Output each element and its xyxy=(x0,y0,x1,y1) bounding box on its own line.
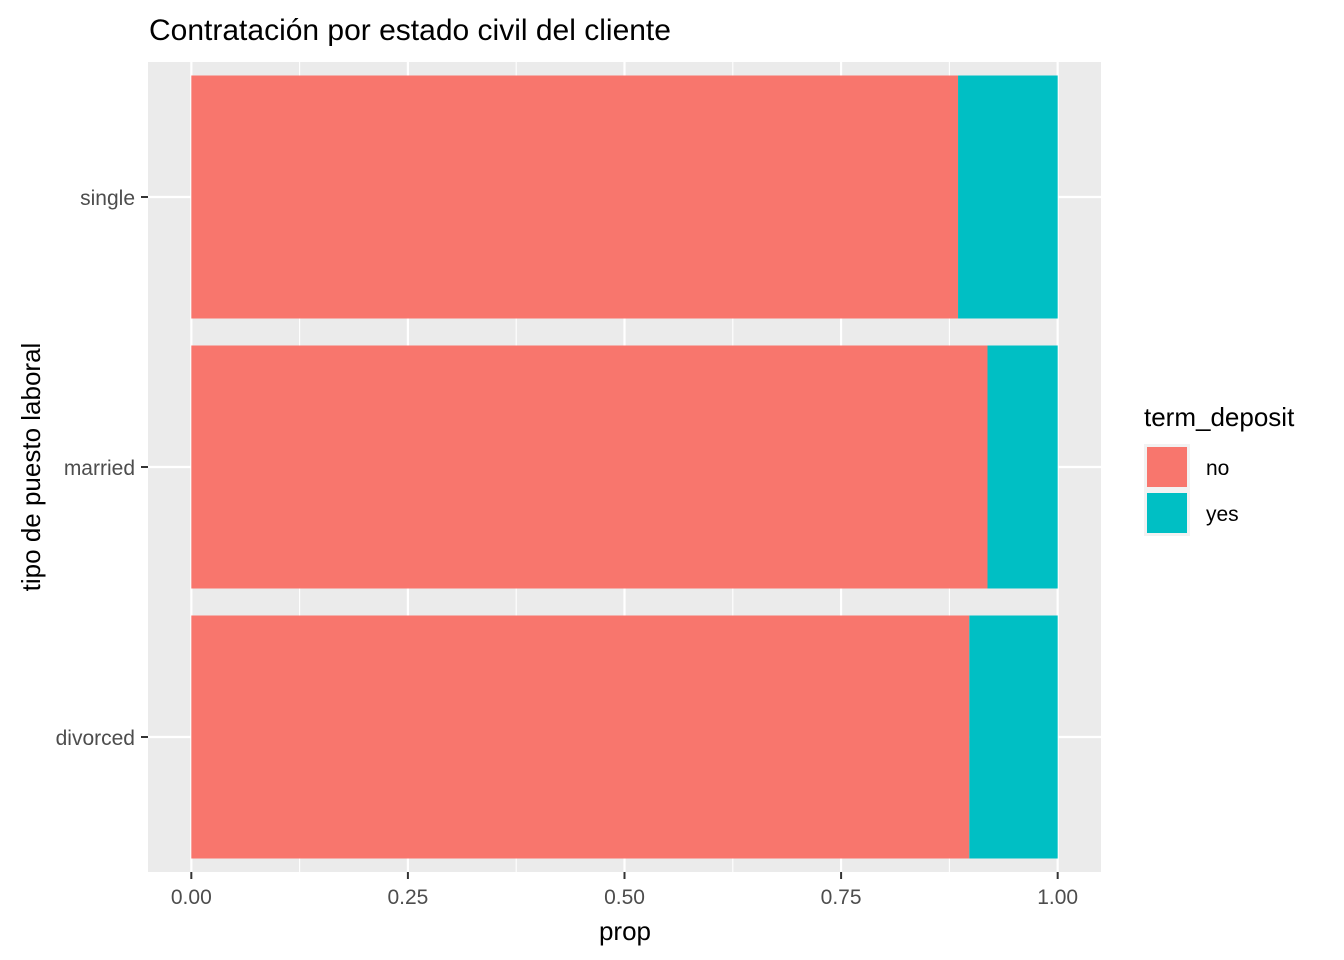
axes: 0.00 0.25 0.50 0.75 1.00 divorced married singl… xyxy=(56,187,1079,909)
y-tick-label: divorced xyxy=(56,727,135,750)
bar-divorced-no xyxy=(191,615,970,859)
y-axis-title: tipo de puesto laboral xyxy=(16,343,46,592)
bar-single-yes xyxy=(958,75,1058,319)
legend-label-no: no xyxy=(1206,457,1229,480)
bar-divorced-yes xyxy=(969,615,1058,859)
x-tick-label: 0.00 xyxy=(171,886,212,909)
y-tick-label: single xyxy=(80,187,135,210)
legend-label-yes: yes xyxy=(1206,503,1239,526)
x-tick-label: 0.25 xyxy=(387,886,428,909)
x-axis-title: prop xyxy=(599,916,651,946)
legend: term_deposit no yes xyxy=(1144,402,1295,536)
x-tick-label: 0.50 xyxy=(604,886,645,909)
chart-title: Contratación por estado civil del client… xyxy=(149,14,671,47)
legend-title: term_deposit xyxy=(1144,402,1295,432)
bar-married-yes xyxy=(987,345,1058,589)
x-tick-label: 0.75 xyxy=(821,886,862,909)
bars xyxy=(191,75,1058,859)
x-tick-label: 1.00 xyxy=(1037,886,1078,909)
legend-swatch-no xyxy=(1147,447,1187,487)
legend-swatch-yes xyxy=(1147,493,1187,533)
bar-married-no xyxy=(191,345,988,589)
y-tick-label: married xyxy=(64,457,135,480)
bar-single-no xyxy=(191,75,959,319)
